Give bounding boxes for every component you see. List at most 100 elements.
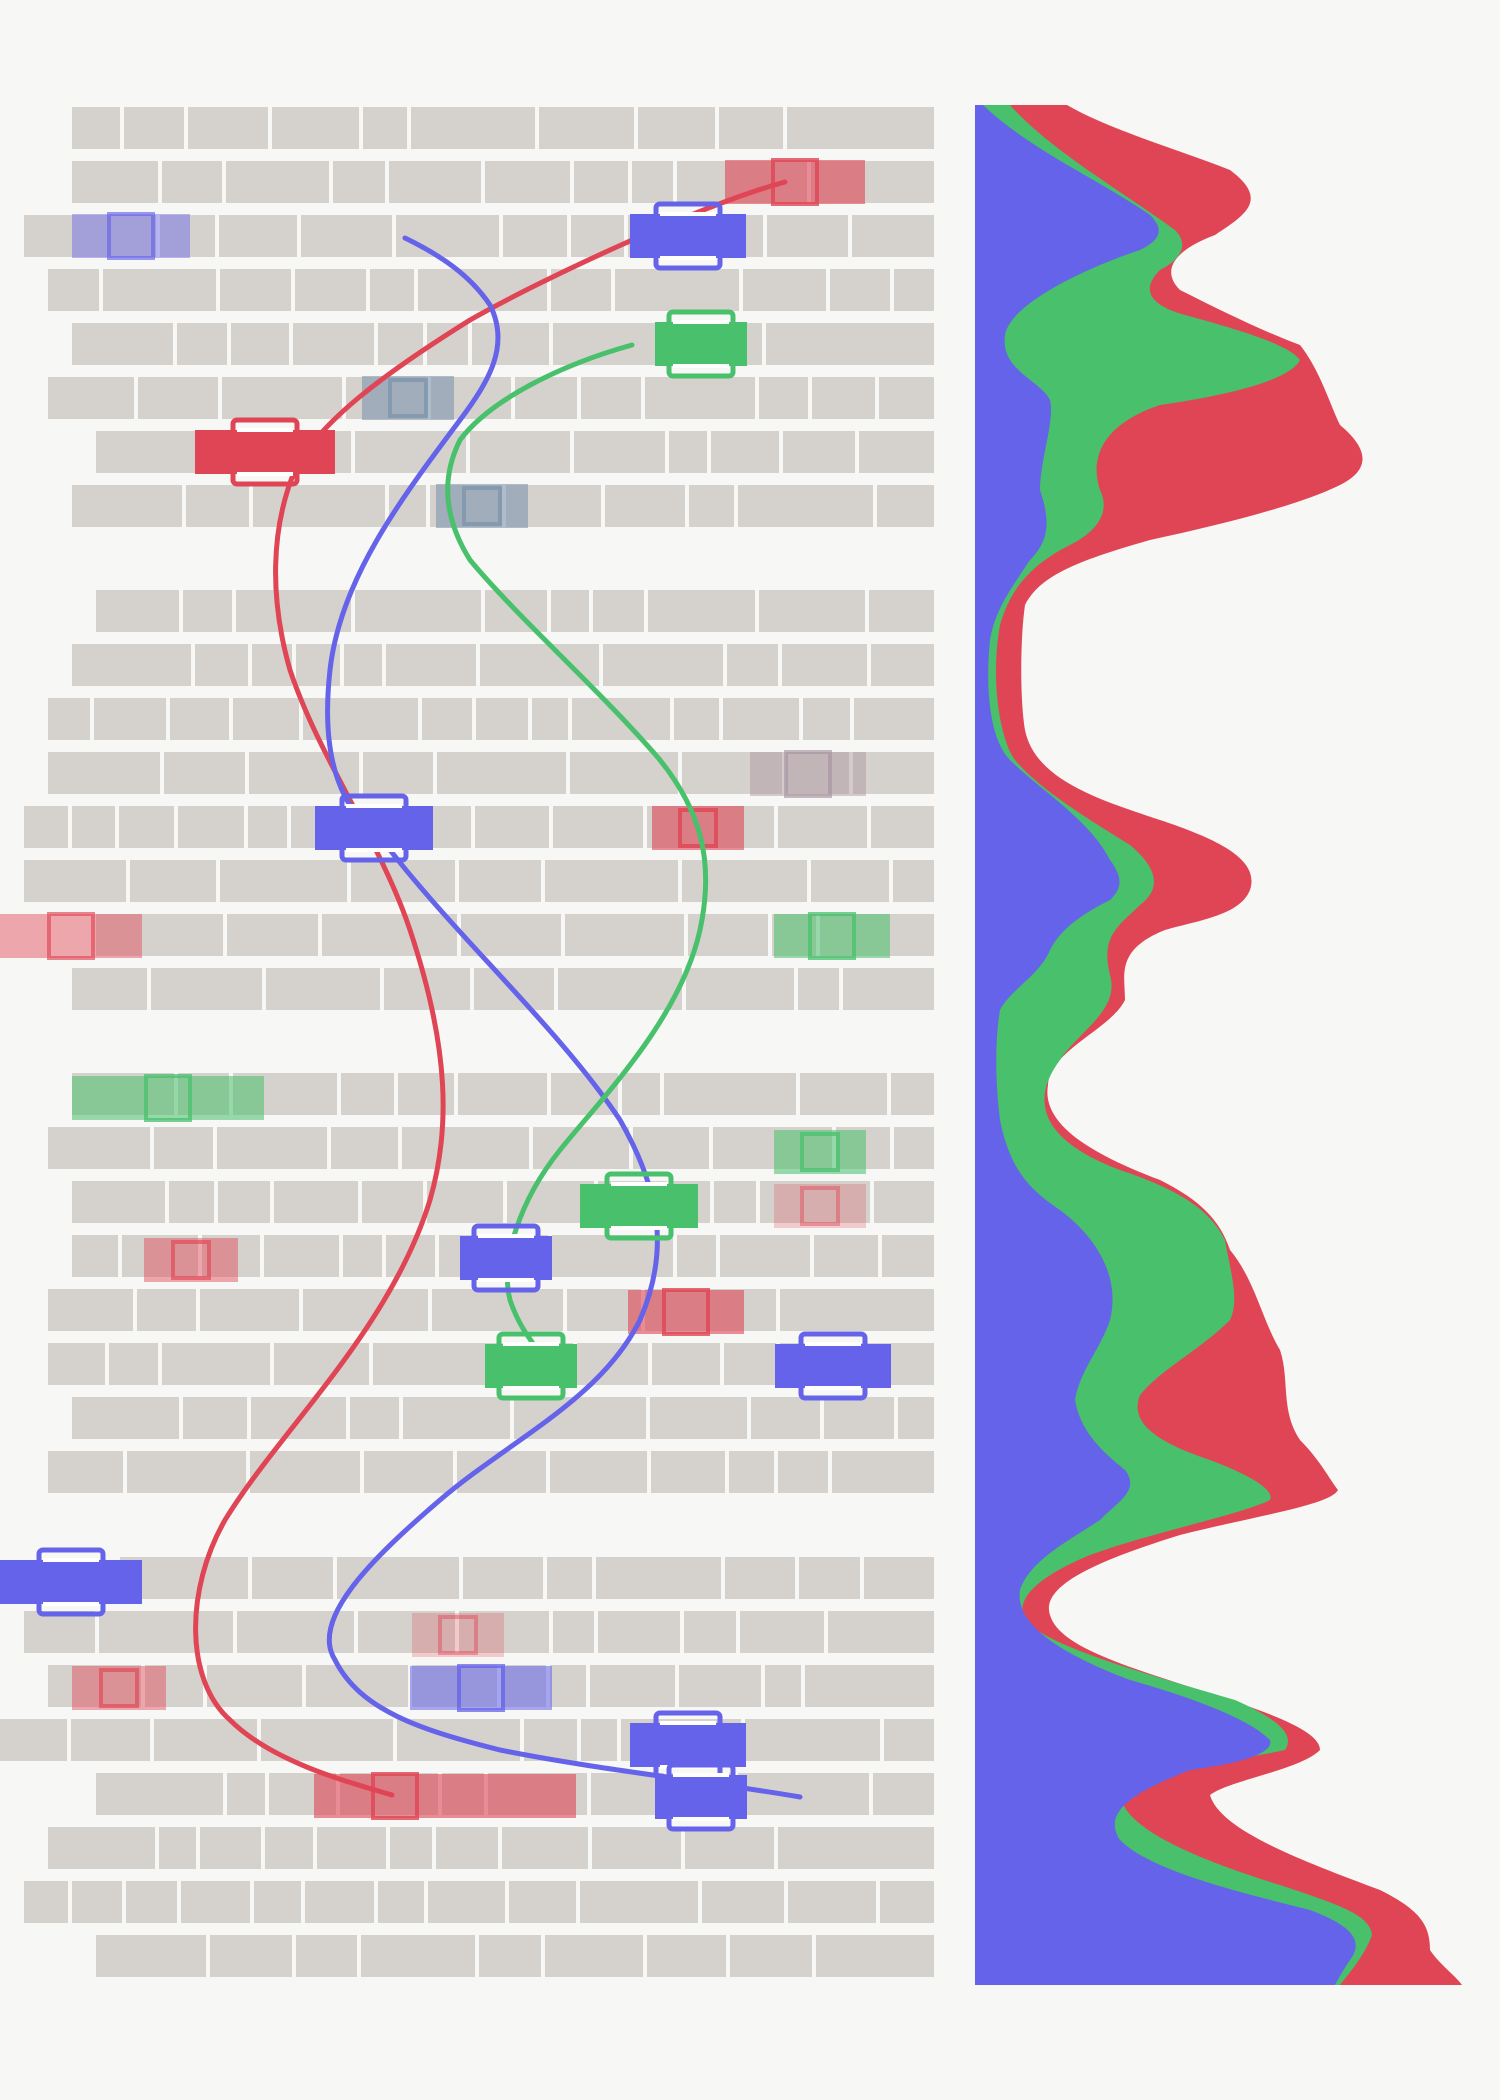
grid-cell bbox=[778, 1827, 934, 1869]
grid-cell bbox=[720, 1235, 810, 1277]
grid-cell bbox=[788, 1881, 876, 1923]
grid-cell bbox=[272, 107, 359, 149]
grid-cell bbox=[553, 323, 657, 365]
grid-cell bbox=[373, 1343, 505, 1385]
grid-cell bbox=[210, 1935, 292, 1977]
grid-cell bbox=[869, 590, 934, 632]
grid-cell bbox=[183, 590, 232, 632]
highlight-cell bbox=[314, 1774, 576, 1818]
node-markers bbox=[0, 201, 891, 1832]
grid-cell bbox=[48, 1451, 123, 1493]
grid-cell bbox=[605, 485, 685, 527]
grid-cell bbox=[740, 1611, 824, 1653]
grid-cell bbox=[598, 1611, 680, 1653]
highlight-frame bbox=[678, 808, 718, 848]
grid-cell bbox=[154, 1127, 213, 1169]
grid-cell bbox=[545, 1935, 643, 1977]
grid-cell bbox=[854, 698, 934, 740]
grid-cell bbox=[759, 590, 865, 632]
grid-cell bbox=[432, 1289, 563, 1331]
grid-cell bbox=[816, 1935, 934, 1977]
grid-cell bbox=[711, 431, 779, 473]
grid-cell bbox=[24, 860, 126, 902]
highlight-frame bbox=[662, 1288, 710, 1336]
grid-cell bbox=[274, 1181, 358, 1223]
grid-cell bbox=[593, 590, 644, 632]
grid-cell bbox=[305, 1881, 374, 1923]
grid-cell bbox=[403, 1397, 510, 1439]
grid-cell bbox=[236, 590, 351, 632]
grid-cell bbox=[686, 968, 794, 1010]
highlight-frame bbox=[99, 1668, 139, 1708]
grid-cell bbox=[674, 698, 719, 740]
grid-cell bbox=[714, 1181, 756, 1223]
node-marker bbox=[195, 430, 335, 474]
red-curve bbox=[193, 179, 788, 1798]
grid-cell bbox=[159, 1827, 196, 1869]
grid-cell bbox=[363, 752, 433, 794]
grid-cell bbox=[72, 968, 147, 1010]
grid-cell bbox=[96, 914, 223, 956]
grid-cell bbox=[124, 107, 184, 149]
grid-cell bbox=[303, 698, 418, 740]
grid-cell bbox=[254, 1881, 301, 1923]
grid-cell bbox=[227, 1773, 265, 1815]
grid-cell bbox=[202, 1235, 260, 1277]
node-frame bbox=[471, 1223, 541, 1293]
grid-cell bbox=[877, 485, 934, 527]
grid-cell bbox=[743, 269, 826, 311]
node-frame bbox=[666, 309, 736, 379]
grid-cell bbox=[725, 1557, 795, 1599]
grid-cell bbox=[170, 698, 229, 740]
grid-cell bbox=[515, 377, 577, 419]
grid-cell bbox=[186, 485, 249, 527]
grid-cell bbox=[550, 1665, 586, 1707]
grid-cell bbox=[48, 269, 99, 311]
grid-cell bbox=[782, 644, 867, 686]
grid-cell bbox=[799, 1557, 860, 1599]
highlight-cell bbox=[72, 1076, 264, 1120]
grid-cell bbox=[551, 269, 611, 311]
grid-cell bbox=[880, 1881, 934, 1923]
node-frame bbox=[36, 1547, 106, 1617]
grid-cell bbox=[322, 914, 457, 956]
grid-cell bbox=[547, 1557, 592, 1599]
grid-cell bbox=[843, 968, 934, 1010]
highlight-frame bbox=[388, 378, 428, 418]
grid-cell bbox=[200, 1289, 299, 1331]
node-frame bbox=[496, 1331, 566, 1401]
grid-cell bbox=[233, 698, 299, 740]
grid-cell bbox=[48, 377, 134, 419]
grid-cell bbox=[253, 485, 385, 527]
grid-cell bbox=[475, 806, 549, 848]
highlight-cell bbox=[412, 1613, 504, 1657]
grid-cell bbox=[532, 698, 568, 740]
grid-cell bbox=[396, 215, 499, 257]
grid-cell bbox=[355, 590, 481, 632]
grid-cell bbox=[685, 1827, 774, 1869]
highlight-frame bbox=[438, 1615, 478, 1655]
grid-cell bbox=[390, 1827, 432, 1869]
grid-cell bbox=[437, 752, 566, 794]
highlight-cell bbox=[774, 914, 890, 958]
grid-cell bbox=[759, 377, 808, 419]
grid-cell bbox=[226, 161, 329, 203]
highlight-cell bbox=[750, 752, 866, 796]
grid-cell bbox=[459, 1611, 549, 1653]
grid-cell bbox=[227, 914, 318, 956]
green-curve bbox=[445, 342, 709, 1363]
highlighted-cells bbox=[0, 158, 890, 1820]
grid-cell bbox=[265, 1827, 313, 1869]
grid-cell bbox=[596, 1557, 721, 1599]
grid-cell bbox=[48, 752, 160, 794]
grid-cell bbox=[879, 377, 934, 419]
grid-cell bbox=[811, 860, 889, 902]
grid-cell bbox=[677, 1235, 716, 1277]
grid-cell bbox=[72, 485, 182, 527]
grid-cell bbox=[476, 698, 528, 740]
grid-cell bbox=[800, 1073, 887, 1115]
grid-cell bbox=[470, 431, 570, 473]
grid-cell bbox=[778, 1451, 828, 1493]
grid-cell bbox=[551, 590, 589, 632]
